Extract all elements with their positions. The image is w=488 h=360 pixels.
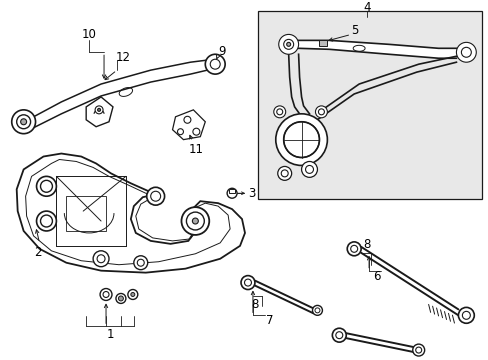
Text: 8: 8 [363, 238, 370, 251]
Circle shape [192, 128, 200, 135]
Circle shape [314, 308, 319, 313]
Circle shape [283, 39, 293, 49]
Text: 7: 7 [265, 314, 273, 327]
Text: 11: 11 [188, 143, 203, 156]
Circle shape [100, 288, 112, 301]
Circle shape [150, 191, 160, 201]
Circle shape [275, 114, 326, 166]
Circle shape [98, 108, 101, 111]
Circle shape [181, 207, 209, 235]
Circle shape [192, 218, 198, 224]
Circle shape [350, 246, 357, 252]
Circle shape [244, 279, 251, 286]
Circle shape [332, 328, 346, 342]
Circle shape [312, 305, 322, 315]
Circle shape [241, 276, 254, 289]
Circle shape [186, 212, 204, 230]
Circle shape [412, 344, 424, 356]
Circle shape [37, 211, 56, 231]
Text: 2: 2 [34, 246, 41, 259]
Circle shape [205, 54, 224, 74]
Text: 5: 5 [351, 24, 358, 37]
Circle shape [37, 176, 56, 196]
Circle shape [461, 47, 470, 57]
Polygon shape [17, 153, 244, 273]
Text: 9: 9 [218, 45, 225, 58]
Circle shape [455, 42, 475, 62]
Polygon shape [172, 110, 205, 140]
Circle shape [457, 307, 473, 323]
Circle shape [137, 259, 144, 266]
Text: 12: 12 [115, 51, 130, 64]
Circle shape [177, 129, 183, 135]
Circle shape [93, 251, 109, 267]
Text: 6: 6 [372, 270, 380, 283]
Bar [319, 40, 326, 46]
Circle shape [281, 170, 287, 177]
Circle shape [95, 106, 103, 114]
Text: 8: 8 [251, 298, 258, 311]
Circle shape [12, 110, 36, 134]
Text: 4: 4 [363, 1, 370, 14]
Circle shape [276, 109, 282, 115]
Circle shape [415, 347, 421, 353]
Circle shape [20, 119, 26, 125]
Circle shape [283, 122, 319, 158]
Circle shape [116, 293, 125, 303]
Circle shape [134, 256, 147, 270]
Circle shape [305, 166, 313, 174]
Text: 3: 3 [248, 187, 255, 200]
Circle shape [286, 42, 290, 46]
Bar [257, 10, 481, 199]
Circle shape [118, 296, 123, 301]
Circle shape [183, 116, 190, 123]
Circle shape [226, 188, 237, 198]
Circle shape [301, 162, 317, 177]
Circle shape [127, 289, 138, 300]
Circle shape [335, 332, 342, 339]
Circle shape [97, 255, 105, 263]
Circle shape [131, 293, 135, 297]
Circle shape [41, 215, 52, 227]
Circle shape [17, 115, 31, 129]
Circle shape [41, 180, 52, 192]
Polygon shape [298, 40, 455, 58]
Circle shape [146, 187, 164, 205]
Bar [229, 189, 235, 193]
Circle shape [210, 59, 220, 69]
Bar [66, 196, 106, 231]
Circle shape [346, 242, 361, 256]
Circle shape [277, 166, 291, 180]
Polygon shape [86, 97, 113, 127]
Circle shape [462, 311, 469, 319]
Circle shape [273, 106, 285, 118]
Text: 10: 10 [81, 28, 97, 41]
Text: 1: 1 [106, 328, 114, 341]
Circle shape [103, 292, 109, 297]
Circle shape [315, 106, 326, 118]
Circle shape [278, 35, 298, 54]
Circle shape [318, 109, 324, 115]
